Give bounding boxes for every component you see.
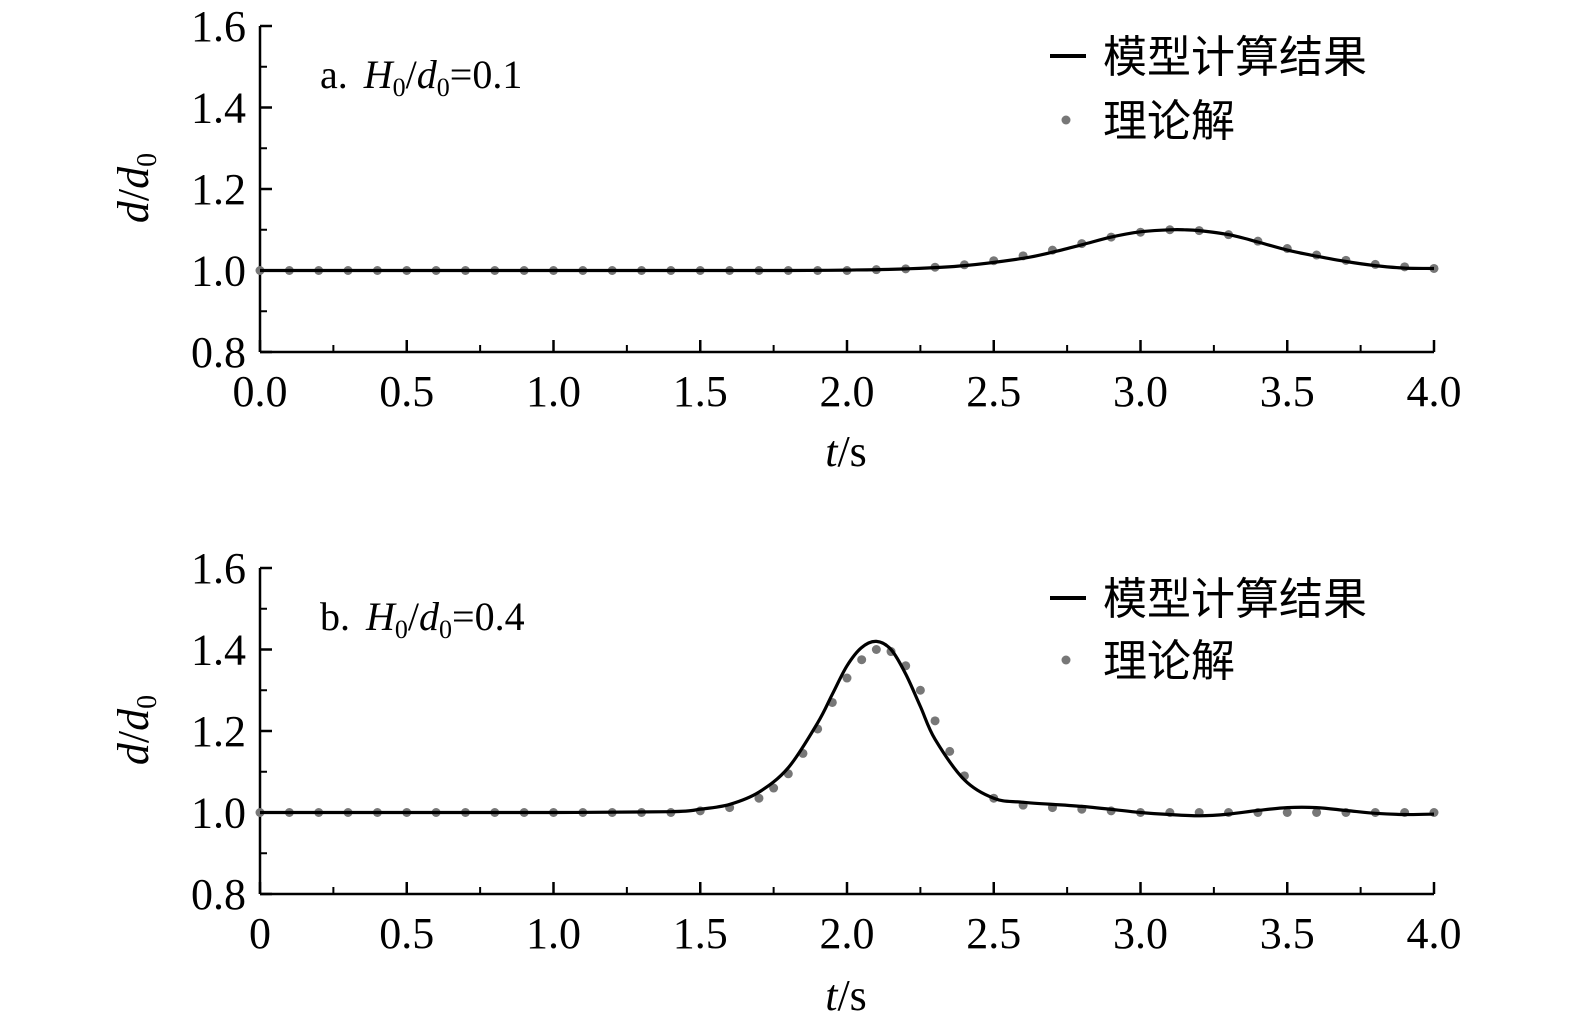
panel-a: 0.8 1.0 1.2 1.4 1.6 0.0 0.5 1.0 1.5 2.0 2.5 3.0 3.5 4…	[109, 2, 1462, 476]
legend-dot-swatch	[1061, 115, 1071, 125]
x-tick-label: 3.5	[1260, 367, 1315, 416]
legend-entry-theory: 理论解	[1103, 96, 1235, 147]
y-tick-label: 1.0	[191, 789, 246, 838]
y-tick-label: 1.2	[191, 707, 246, 756]
x-tick-label: 1.5	[673, 909, 728, 958]
x-tick-label: 4.0	[1407, 367, 1462, 416]
panel-b-label: b. H0/d0=0.4	[320, 594, 525, 644]
theory-point	[1312, 808, 1322, 817]
legend-dot-swatch	[1061, 655, 1071, 665]
y-tick-label: 1.4	[191, 626, 246, 675]
panel-a-plot-area: 0.8 1.0 1.2 1.4 1.6 0.0 0.5 1.0 1.5 2.0 2.5 3.0 3.5 4…	[191, 2, 1462, 416]
y-tick-label: 1.4	[191, 84, 246, 133]
y-tick-label: 1.6	[191, 2, 246, 51]
theory-point	[871, 645, 881, 654]
legend-entry-model: 模型计算结果	[1103, 574, 1367, 625]
panel-a-series	[255, 225, 1439, 275]
y-tick-label: 1.6	[191, 544, 246, 593]
legend-entry-theory: 理论解	[1103, 636, 1235, 687]
x-tick-label: 2.5	[966, 367, 1021, 416]
panel-b-legend: 模型计算结果 理论解	[1050, 574, 1367, 687]
x-tick-label: 4.0	[1407, 909, 1462, 958]
x-tick-label: 0.5	[379, 367, 434, 416]
panel-b-series	[255, 639, 1439, 818]
panel-a-legend: 模型计算结果 理论解	[1050, 32, 1367, 147]
x-tick-label: 2.0	[820, 367, 875, 416]
theory-point	[842, 673, 852, 683]
x-tick-label: 1.5	[673, 367, 728, 416]
theory-point	[754, 793, 764, 803]
theory-point	[1282, 808, 1292, 817]
x-tick-label: 0.5	[379, 909, 434, 958]
x-tick-label: 2.0	[820, 909, 875, 958]
panel-b-y-axis-title: d/d0	[109, 695, 163, 765]
theory-point	[857, 655, 867, 665]
legend-entry-model: 模型计算结果	[1103, 32, 1367, 83]
theory-point	[769, 783, 779, 793]
panel-a-ticks: 0.8 1.0 1.2 1.4 1.6 0.0 0.5 1.0 1.5 2.0 2.5 3.0 3.5 4…	[191, 2, 1462, 416]
x-tick-label: 1.0	[526, 367, 581, 416]
theory-point	[930, 716, 940, 726]
y-tick-label: 1.2	[191, 165, 246, 214]
theory-point	[915, 685, 925, 695]
model-series-line	[259, 227, 1435, 273]
y-tick-label: 0.8	[191, 328, 246, 377]
x-tick-label: 3.5	[1260, 909, 1315, 958]
x-tick-label: 0.0	[233, 367, 288, 416]
y-tick-label: 0.8	[191, 870, 246, 919]
x-tick-label: 3.0	[1113, 909, 1168, 958]
model-series-line	[260, 639, 1435, 818]
panel-a-label: a. H0/d0=0.1	[320, 52, 522, 102]
panel-b-ticks: 0.8 1.0 1.2 1.4 1.6 0 0.5 1.0 1.5 2.0 2.5 3.0 3.5 4.0	[191, 544, 1462, 958]
x-tick-label: 3.0	[1113, 367, 1168, 416]
y-tick-label: 1.0	[191, 247, 246, 296]
panel-b-x-axis-title: t/s	[825, 971, 867, 1020]
panel-b-plot-area: 0.8 1.0 1.2 1.4 1.6 0 0.5 1.0 1.5 2.0 2.5 3.0 3.5 4.0	[191, 544, 1462, 958]
panel-a-x-axis-title: t/s	[825, 427, 867, 476]
panel-a-y-axis-title: d/d0	[109, 153, 163, 223]
x-tick-label: 2.5	[966, 909, 1021, 958]
theory-point	[945, 746, 955, 756]
panel-b: 0.8 1.0 1.2 1.4 1.6 0 0.5 1.0 1.5 2.0 2.5 3.0 3.5 4.0…	[109, 544, 1462, 1020]
x-tick-label: 1.0	[526, 909, 581, 958]
x-tick-label: 0	[249, 909, 271, 958]
